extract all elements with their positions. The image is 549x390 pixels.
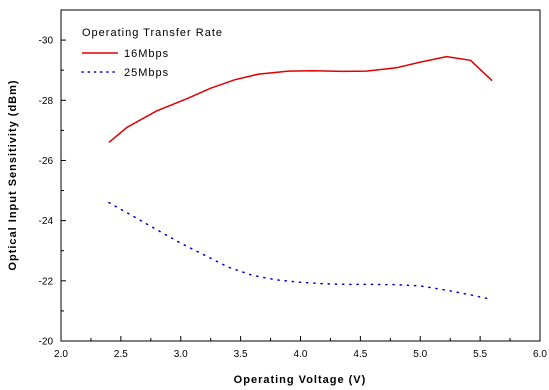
y-tick-label: -22 (39, 276, 54, 287)
x-tick-label: 5.0 (413, 349, 427, 360)
series-line-16mbps (108, 55, 493, 143)
x-tick-label: 5.5 (473, 349, 487, 360)
series-line-25mbps (108, 201, 493, 301)
x-tick-label: 2.5 (114, 349, 128, 360)
x-tick-label: 2.0 (54, 349, 68, 360)
legend-label-16mbps: 16Mbps (124, 48, 169, 60)
legend: Operating Transfer Rate 16Mbps 25Mbps (81, 27, 223, 79)
y-tick-label: -28 (39, 96, 54, 107)
y-tick-label: -20 (39, 337, 54, 348)
x-tick-label: 3.0 (174, 349, 188, 360)
x-axis-title: Operating Voltage (V) (234, 374, 367, 386)
y-axis-title: Optical Input Sensitivity (dBm) (7, 79, 19, 270)
x-tick-label: 3.5 (234, 349, 248, 360)
y-tick-label: -26 (39, 156, 54, 167)
y-tick-label: -30 (39, 36, 54, 47)
legend-label-25mbps: 25Mbps (124, 67, 169, 79)
x-tick-label: 4.5 (353, 349, 367, 360)
legend-title: Operating Transfer Rate (82, 27, 223, 39)
y-axis: -20 -22 -24 -26 -28 -30 (39, 9, 66, 348)
x-tick-label: 4.0 (294, 349, 308, 360)
x-axis: 2.0 2.5 3.0 3.5 4.0 4.5 5.0 5.5 6.0 (54, 336, 547, 360)
series-layer (108, 55, 493, 301)
x-tick-label: 6.0 (533, 349, 547, 360)
y-tick-label: -24 (39, 216, 54, 227)
